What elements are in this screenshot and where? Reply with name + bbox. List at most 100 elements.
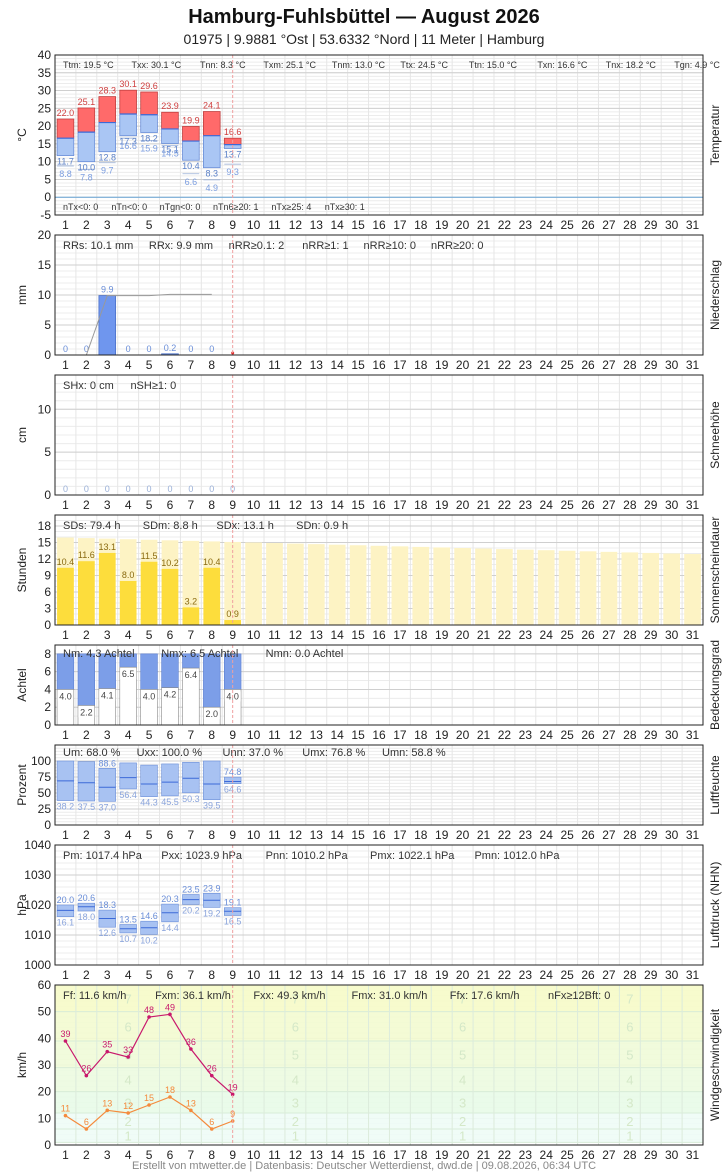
x-tick-label: 24 (540, 968, 554, 982)
x-tick-label: 29 (644, 1148, 658, 1162)
temp-ground-min-label: 14.5 (161, 149, 179, 159)
x-tick-label: 29 (644, 498, 658, 512)
x-tick-label: 14 (331, 968, 345, 982)
temp-min-label: 12.8 (98, 153, 116, 163)
x-tick-label: 1 (62, 358, 69, 372)
panel-side-label: Sonnenscheindauer (708, 517, 722, 624)
x-tick-label: 20 (456, 498, 470, 512)
x-tick-label: 3 (104, 968, 111, 982)
x-tick-label: 3 (104, 628, 111, 642)
cloud-cover-bar (203, 653, 221, 708)
y-axis-label: Stunden (15, 548, 29, 593)
beaufort-label: 7 (626, 991, 633, 1006)
wind-value-label: 18 (165, 1085, 175, 1095)
x-tick-label: 26 (581, 1148, 595, 1162)
x-tick-label: 25 (560, 218, 574, 232)
x-tick-label: 19 (435, 728, 449, 742)
y-tick-label: 10 (38, 1111, 52, 1125)
snow-stat: nSH≥1: 0 (130, 380, 176, 392)
x-tick-label: 15 (351, 728, 365, 742)
sunshine-bar (119, 581, 137, 625)
x-tick-label: 7 (188, 628, 195, 642)
x-tick-label: 6 (167, 498, 174, 512)
temp-stat: Ttm: 19.5 °C (63, 60, 114, 70)
snow-label: 0 (188, 484, 193, 494)
beaufort-label: 2 (292, 1114, 299, 1129)
x-tick-label: 28 (623, 968, 637, 982)
plot-frame (54, 234, 704, 356)
x-tick-label: 24 (540, 828, 554, 842)
x-tick-label: 22 (498, 1148, 512, 1162)
y-tick-label: 8 (44, 647, 51, 661)
temp-max-label: 24.1 (203, 101, 221, 111)
x-tick-label: 10 (247, 498, 261, 512)
sunshine-stat: SDx: 13.1 h (216, 520, 273, 532)
wind-stat: Fxm: 36.1 km/h (155, 990, 231, 1002)
humidity-bar (98, 767, 116, 802)
x-tick-label: 2 (83, 728, 90, 742)
pressure-max-label: 23.5 (182, 885, 200, 895)
x-tick-label: 16 (372, 628, 386, 642)
x-tick-label: 28 (623, 498, 637, 512)
y-tick-label: 35 (38, 66, 52, 80)
x-tick-label: 7 (188, 828, 195, 842)
beaufort-label: 1 (292, 1129, 299, 1144)
panel-side-label: Windgeschwindigkeit (708, 1008, 722, 1121)
x-tick-label: 15 (351, 218, 365, 232)
temp-min-bar (161, 128, 179, 144)
x-tick-label: 23 (519, 728, 533, 742)
wind-value-label: 36 (186, 1037, 196, 1047)
x-tick-label: 16 (372, 828, 386, 842)
beaufort-label: 7 (459, 991, 466, 1006)
wind-value-label: 33 (123, 1045, 133, 1055)
x-tick-label: 22 (498, 728, 512, 742)
temp-stat-count: nTx≥30: 1 (325, 202, 365, 212)
temp-ground-min-label: 15.9 (140, 144, 158, 154)
x-tick-label: 2 (83, 968, 90, 982)
temp-min-label: 8.3 (206, 169, 219, 179)
x-tick-label: 4 (125, 498, 132, 512)
precip-stat: RRs: 10.1 mm (63, 240, 133, 252)
x-tick-label: 13 (310, 968, 324, 982)
wind-point (126, 1111, 130, 1115)
x-tick-label: 9 (229, 498, 236, 512)
x-tick-label: 17 (393, 1148, 407, 1162)
cloud-label: 6.4 (185, 670, 198, 680)
y-tick-label: 30 (38, 1058, 52, 1072)
cloud-label-bg (99, 690, 116, 701)
wind-point (168, 1095, 172, 1099)
x-tick-label: 5 (146, 728, 153, 742)
temp-max-bar (140, 91, 158, 116)
x-tick-label: 24 (540, 628, 554, 642)
humidity-min-label: 37.0 (98, 802, 116, 812)
cloud-label: 4.0 (59, 691, 72, 701)
x-tick-label: 19 (435, 498, 449, 512)
precip-label: 0 (209, 344, 214, 354)
panel-side-label: Bedeckungsgrad (708, 640, 722, 730)
humidity-stat: Umx: 76.8 % (302, 747, 365, 759)
snow-label: 0 (63, 484, 68, 494)
wind-point (168, 1012, 172, 1017)
x-tick-label: 13 (310, 218, 324, 232)
snow-stat: SHx: 0 cm (63, 380, 114, 392)
sunshine-label: 11.6 (78, 550, 95, 560)
x-tick-label: 13 (310, 828, 324, 842)
humidity-bar (161, 763, 179, 797)
y-tick-label: 18 (38, 519, 52, 533)
temp-min-label: 10.4 (182, 161, 200, 171)
beaufort-label: 7 (292, 991, 299, 1006)
y-tick-label: 5 (44, 445, 51, 459)
precip-stat: nRR≥10: 0 (364, 240, 417, 252)
x-tick-label: 23 (519, 358, 533, 372)
wind-stat: Ff: 11.6 km/h (63, 990, 126, 1002)
x-tick-label: 5 (146, 498, 153, 512)
x-tick-label: 8 (208, 358, 215, 372)
x-tick-label: 31 (686, 628, 700, 642)
cloud-label-bg (120, 669, 137, 680)
y-tick-label: 0 (44, 190, 51, 204)
sunshine-possible-bar (684, 554, 701, 625)
cloud-cover-bar (140, 653, 158, 690)
sunshine-bar (182, 607, 200, 625)
temp-max-bar (77, 107, 96, 133)
